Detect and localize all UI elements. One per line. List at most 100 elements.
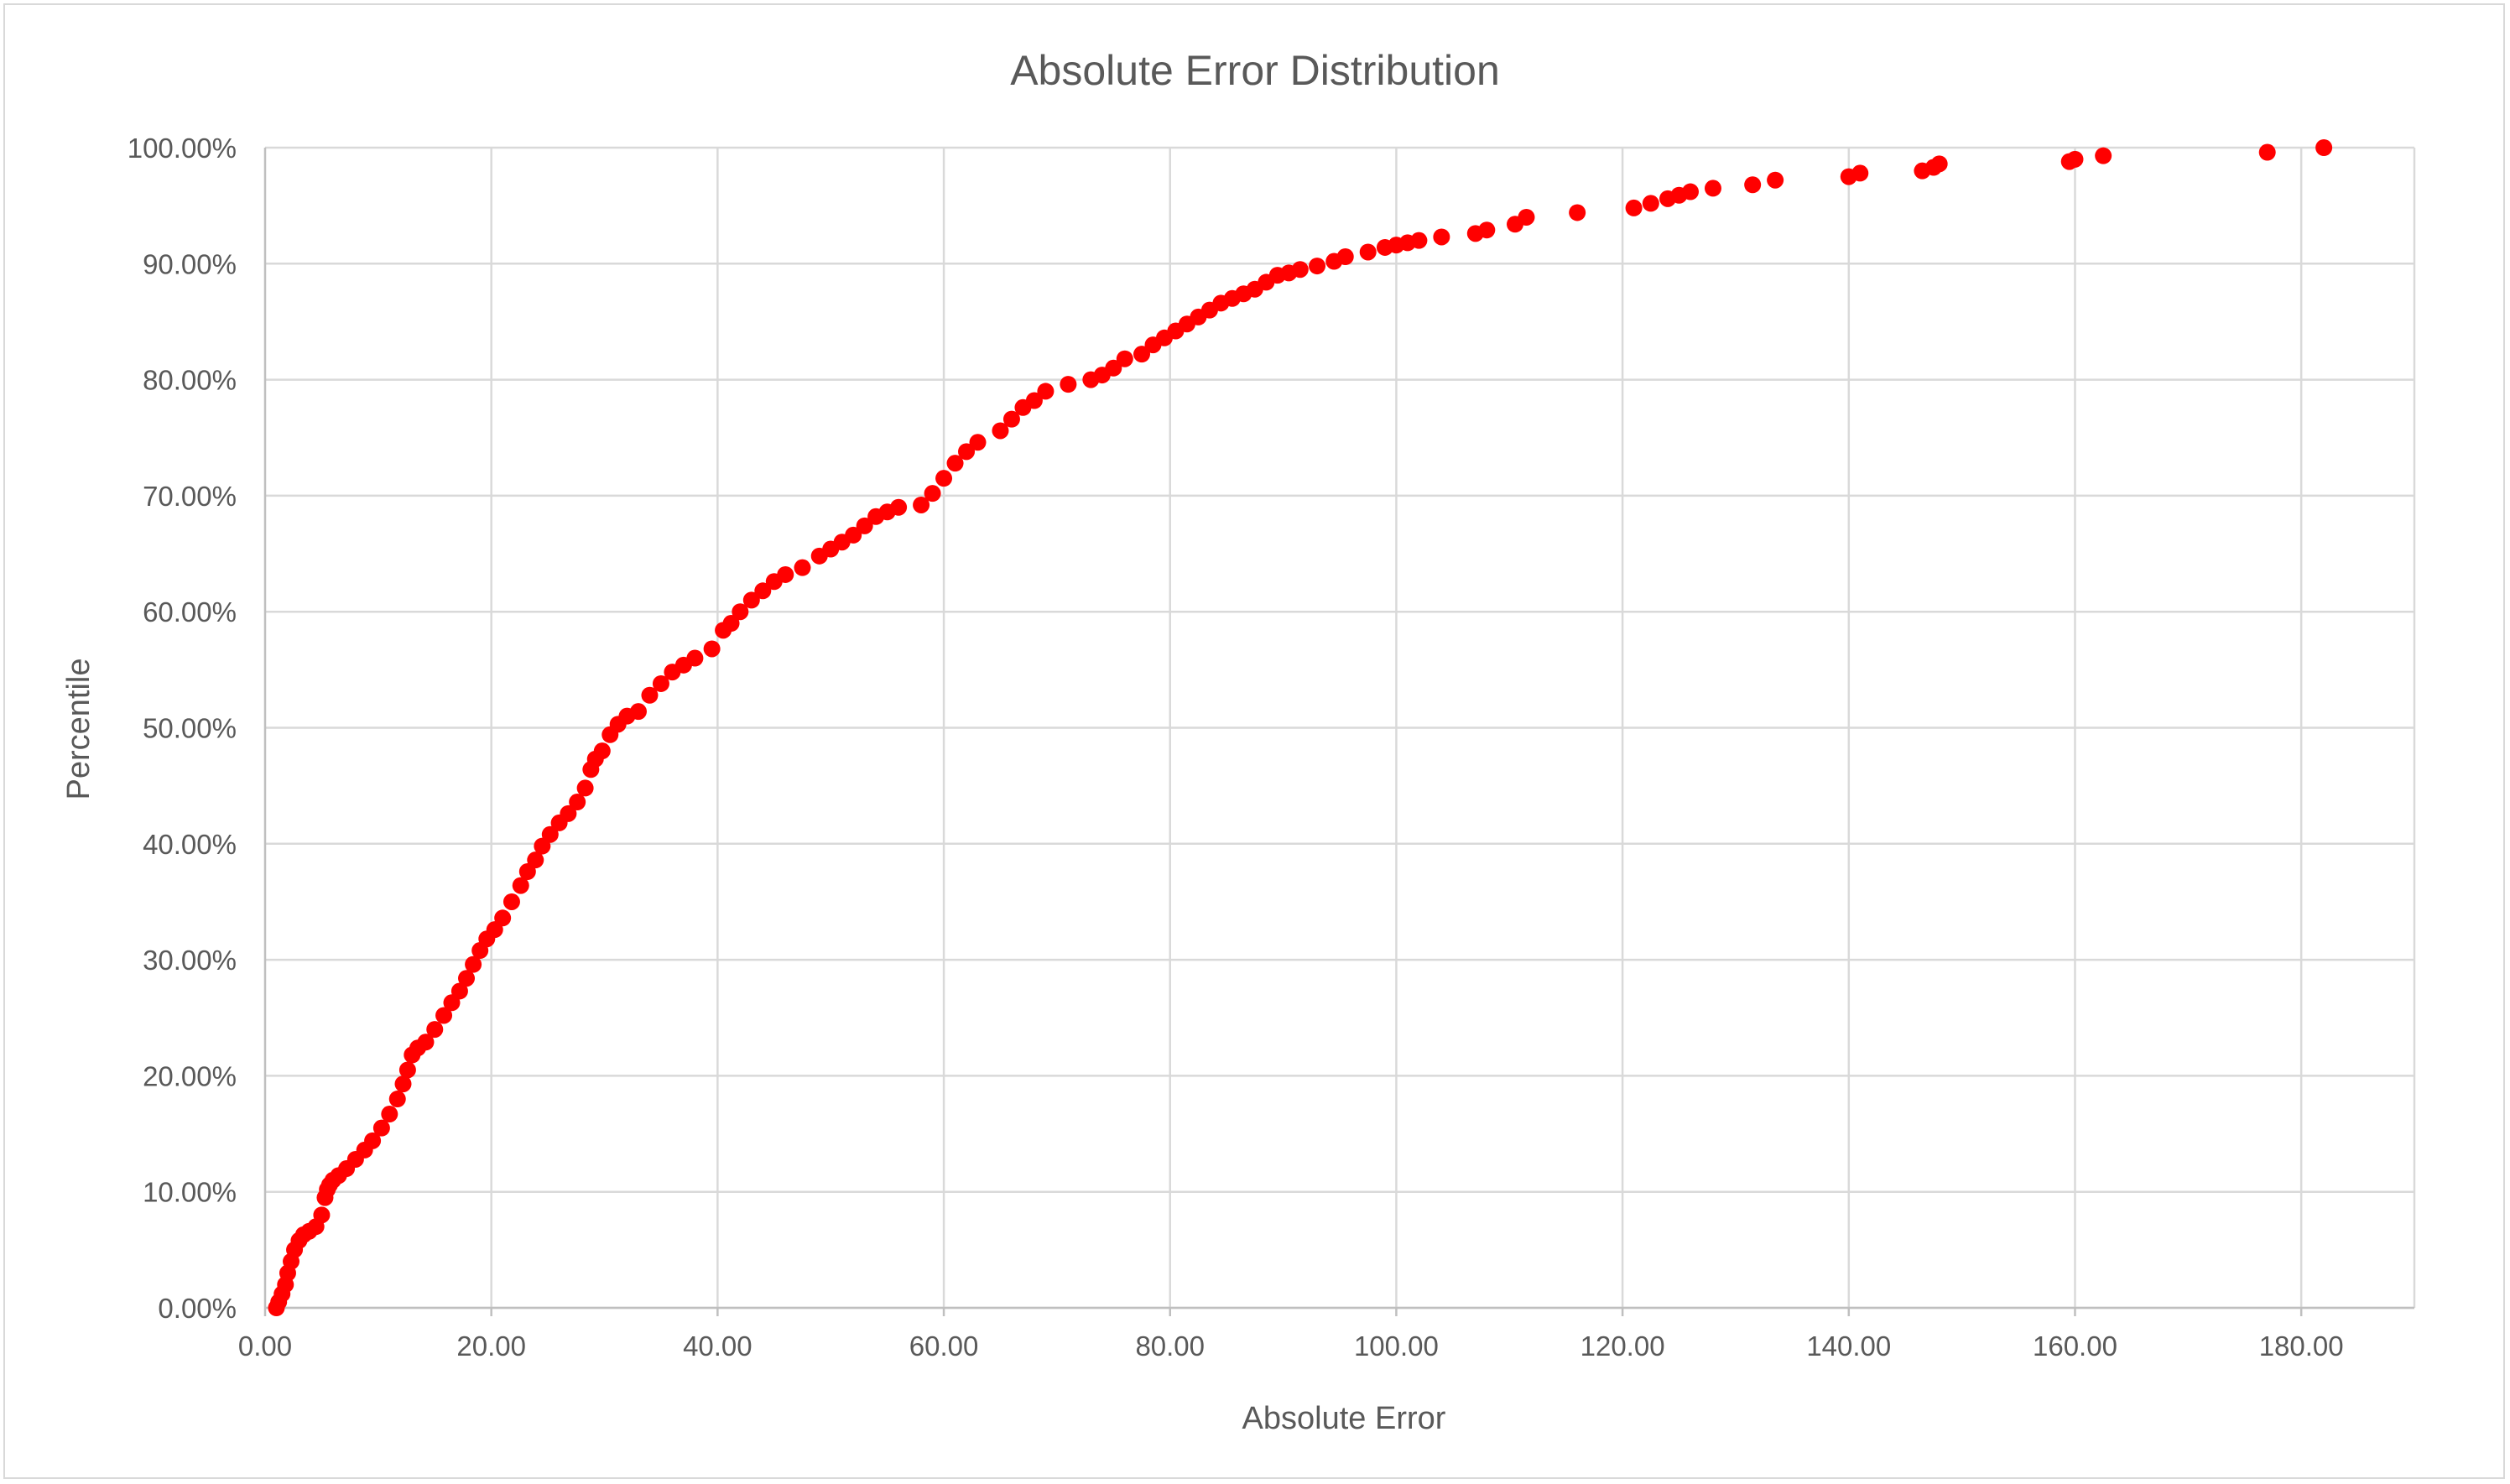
data-point — [458, 970, 476, 987]
data-point — [465, 955, 482, 973]
data-point — [652, 674, 669, 692]
y-tick-label: 70.00% — [143, 481, 237, 512]
data-point — [313, 1206, 331, 1224]
data-point — [1336, 248, 1354, 266]
data-point — [527, 851, 544, 869]
data-point — [1002, 410, 1020, 428]
data-point — [856, 517, 873, 534]
x-tick-label: 100.00 — [1354, 1330, 1439, 1362]
y-tick-label: 20.00% — [143, 1060, 237, 1091]
data-point — [364, 1132, 382, 1149]
data-point — [1682, 183, 1700, 200]
data-point — [992, 422, 1009, 440]
data-point — [629, 703, 647, 721]
data-points — [268, 139, 2333, 1316]
data-point — [1433, 228, 1450, 246]
scatter-chart: 0.00% 10.00% 20.00% 30.00% 40.00% 50.00% 60.00… — [61, 47, 2416, 1436]
data-point — [435, 1007, 453, 1024]
data-point — [503, 893, 520, 910]
x-tick-label: 0.00 — [238, 1330, 292, 1362]
data-point — [1930, 155, 1948, 173]
data-point — [703, 640, 721, 658]
data-point — [794, 559, 811, 576]
data-point — [398, 1061, 416, 1079]
data-point — [722, 615, 740, 633]
data-point — [946, 455, 964, 472]
data-point — [494, 909, 512, 927]
data-point — [777, 565, 794, 583]
data-point — [2315, 139, 2333, 156]
data-point — [969, 434, 987, 451]
data-point — [1309, 258, 1326, 275]
data-point — [1060, 376, 1077, 393]
data-point — [1133, 346, 1151, 363]
data-point — [2066, 150, 2084, 168]
axes — [263, 148, 2414, 1316]
y-axis-title: Percentile — [61, 659, 96, 800]
data-point — [1025, 392, 1043, 409]
y-tick-label: 90.00% — [143, 248, 237, 279]
data-point — [2258, 143, 2276, 161]
data-point — [417, 1034, 435, 1051]
data-point — [381, 1106, 398, 1123]
data-point — [641, 686, 659, 704]
y-tick-label: 0.00% — [158, 1293, 237, 1324]
data-point — [1359, 243, 1377, 261]
tick-labels: 0.00% 10.00% 20.00% 30.00% 40.00% 50.00% 60.00… — [128, 133, 2344, 1362]
x-tick-label: 60.00 — [909, 1330, 979, 1362]
x-tick-label: 120.00 — [1580, 1330, 1665, 1362]
data-point — [1851, 164, 1869, 182]
chart-title: Absolute Error Distribution — [1010, 47, 1500, 94]
data-point — [1569, 204, 1586, 221]
data-point — [845, 526, 862, 544]
data-point — [394, 1075, 412, 1093]
x-tick-label: 80.00 — [1135, 1330, 1205, 1362]
data-point — [576, 779, 594, 797]
data-point — [388, 1091, 406, 1108]
x-tick-label: 180.00 — [2259, 1330, 2344, 1362]
y-tick-label: 100.00% — [128, 133, 237, 164]
data-point — [2095, 147, 2112, 164]
data-point — [742, 591, 760, 609]
y-tick-label: 50.00% — [143, 713, 237, 744]
data-point — [426, 1021, 444, 1039]
data-point — [686, 649, 704, 667]
data-point — [1642, 195, 1659, 212]
data-point — [512, 877, 529, 894]
gridlines — [265, 146, 2416, 1310]
data-point — [1478, 221, 1496, 239]
y-tick-label: 30.00% — [143, 945, 237, 976]
data-point — [1767, 171, 1784, 189]
data-point — [924, 485, 941, 502]
data-point — [593, 742, 611, 760]
data-point — [1291, 261, 1309, 279]
y-tick-label: 80.00% — [143, 365, 237, 396]
data-point — [935, 470, 953, 487]
data-point — [372, 1119, 390, 1137]
data-point — [541, 825, 559, 843]
y-tick-label: 40.00% — [143, 829, 237, 860]
data-point — [1105, 359, 1122, 377]
data-point — [732, 603, 749, 621]
x-tick-label: 20.00 — [456, 1330, 526, 1362]
x-tick-label: 160.00 — [2033, 1330, 2117, 1362]
data-point — [1037, 383, 1055, 400]
data-point — [1518, 208, 1535, 226]
data-point — [450, 982, 468, 1000]
data-point — [890, 498, 908, 516]
data-point — [1704, 180, 1721, 197]
chart-area: 0.00% 10.00% 20.00% 30.00% 40.00% 50.00% 60.00… — [3, 3, 2505, 1479]
x-tick-label: 40.00 — [683, 1330, 752, 1362]
data-point — [1116, 350, 1133, 367]
data-point — [958, 443, 976, 461]
data-point — [1625, 199, 1643, 216]
data-point — [754, 582, 772, 600]
y-tick-label: 10.00% — [143, 1177, 237, 1208]
data-point — [1744, 176, 1762, 194]
y-tick-label: 60.00% — [143, 596, 237, 627]
data-point — [913, 496, 930, 513]
x-tick-label: 140.00 — [1806, 1330, 1891, 1362]
data-point — [569, 794, 586, 811]
data-point — [1410, 232, 1428, 249]
x-axis-title: Absolute Error — [1242, 1401, 1446, 1436]
